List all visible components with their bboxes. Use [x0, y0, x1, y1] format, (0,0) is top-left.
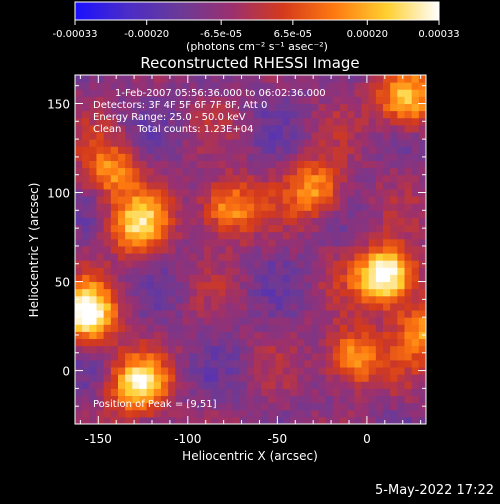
- peak-position-text: Position of Peak = [9,51]: [93, 399, 217, 410]
- colorbar-tick-label: 0.00033: [418, 29, 459, 40]
- y-tick-label: 50: [55, 276, 70, 290]
- axis-ticks: -150 -100 -50 0 0 50 100 150: [47, 75, 426, 446]
- x-tick-label: -100: [174, 432, 201, 446]
- y-tick-label: 0: [62, 365, 70, 379]
- plot-frame: [74, 74, 427, 425]
- colorbar-tick-label: -6.5e-05: [200, 29, 242, 40]
- colorbar-tick-label: -0.00020: [124, 29, 169, 40]
- colorbar: -0.00033 -0.00020 -6.5e-05 6.5e-05 0.00020 0.…: [53, 1, 460, 53]
- annotation-energy: Energy Range: 25.0 - 50.0 keV: [93, 112, 246, 123]
- plot-title: Reconstructed RHESSI Image: [140, 54, 359, 72]
- annotation-detectors: Detectors: 3F 4F 5F 6F 7F 8F, Att 0: [93, 100, 267, 111]
- y-tick-label: 150: [47, 97, 70, 111]
- heatmap: [75, 75, 426, 424]
- y-tick-label: 100: [47, 187, 70, 201]
- colorbar-gradient: [74, 1, 440, 21]
- annotation-block: 1-Feb-2007 05:56:36.000 to 06:02:36.000 …: [93, 88, 326, 410]
- colorbar-tick-label: 0.00020: [347, 29, 388, 40]
- x-tick-label: -150: [85, 432, 112, 446]
- footer-timestamp: 5-May-2022 17:22: [375, 483, 494, 498]
- x-tick-label: -50: [268, 432, 288, 446]
- colorbar-tick-label: -0.00033: [53, 29, 98, 40]
- y-axis-label: Heliocentric Y (arcsec): [27, 183, 41, 318]
- colorbar-unit-label: (photons cm⁻² s⁻¹ asec⁻²): [186, 40, 328, 53]
- x-tick-label: 0: [363, 432, 371, 446]
- annotation-time: 1-Feb-2007 05:56:36.000 to 06:02:36.000: [115, 88, 326, 99]
- x-axis-label: Heliocentric X (arcsec): [182, 449, 318, 463]
- annotation-clean: Clean Total counts: 1.23E+04: [93, 124, 253, 135]
- colorbar-tick-label: 6.5e-05: [274, 29, 312, 40]
